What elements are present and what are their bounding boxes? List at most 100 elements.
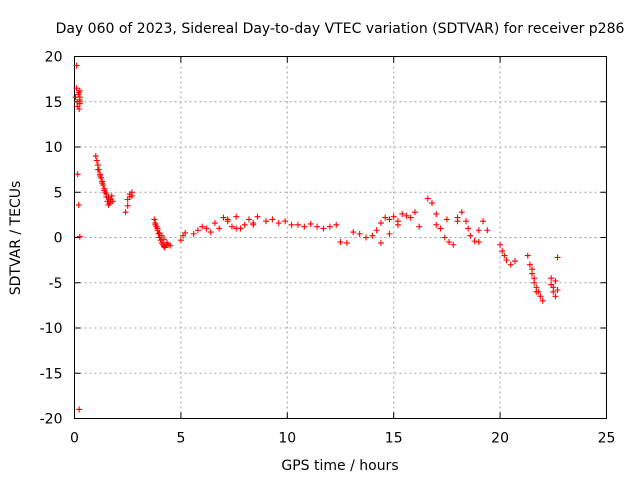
y-tick-label: -5 (49, 276, 63, 292)
data-point (377, 220, 384, 227)
data-point (548, 275, 555, 282)
data-point (437, 225, 444, 232)
data-point (377, 239, 384, 246)
data-point (122, 209, 129, 216)
data-point (497, 241, 504, 248)
data-point (128, 192, 135, 199)
data-point (76, 105, 83, 112)
data-point (337, 239, 344, 246)
data-point (282, 218, 289, 225)
data-point (390, 213, 397, 220)
data-point (250, 221, 257, 228)
data-point (503, 257, 510, 264)
data-point (167, 242, 174, 249)
data-point (108, 192, 115, 199)
data-point (157, 237, 164, 244)
data-point (433, 221, 440, 228)
data-point (233, 225, 240, 232)
data-point (124, 202, 131, 209)
data-point (539, 297, 546, 304)
data-point (424, 195, 431, 202)
x-tick-label: 20 (491, 431, 509, 447)
data-point (92, 153, 99, 160)
data-point (550, 288, 557, 295)
data-point (356, 230, 363, 237)
data-point (529, 266, 536, 273)
x-tick-label: 25 (598, 431, 616, 447)
data-point (475, 239, 482, 246)
data-point (190, 230, 197, 237)
data-point (524, 252, 531, 259)
data-point (537, 293, 544, 300)
data-point (307, 220, 314, 227)
data-point (480, 218, 487, 225)
data-point (394, 221, 401, 228)
data-point (320, 225, 327, 232)
data-point (403, 212, 410, 219)
data-point (75, 201, 82, 208)
data-point (158, 232, 165, 239)
data-point (275, 220, 282, 227)
data-point (454, 214, 461, 221)
data-point (211, 220, 218, 227)
y-tick-label: 15 (45, 95, 63, 111)
data-point (177, 237, 184, 244)
data-point (199, 223, 206, 230)
chart-title: Day 060 of 2023, Sidereal Day-to-day VTE… (56, 21, 625, 37)
data-point (499, 248, 506, 255)
data-point (224, 218, 231, 225)
data-point (511, 258, 518, 265)
data-point (151, 216, 158, 223)
data-point (103, 191, 110, 198)
data-point (552, 293, 559, 300)
data-point (294, 221, 301, 228)
data-point (245, 216, 252, 223)
data-point (207, 229, 214, 236)
data-point (382, 214, 389, 221)
data-point (99, 180, 106, 187)
data-point (386, 216, 393, 223)
data-point (73, 85, 80, 92)
data-point (233, 213, 240, 220)
data-point (443, 216, 450, 223)
y-tick-label: 0 (54, 231, 63, 247)
data-point (241, 221, 248, 228)
data-point (467, 232, 474, 239)
data-point (74, 171, 81, 178)
data-point (463, 218, 470, 225)
data-point (501, 252, 508, 259)
grid (74, 56, 607, 419)
data-point (73, 62, 80, 69)
data-point (399, 210, 406, 217)
data-point (411, 209, 418, 216)
data-point (194, 227, 201, 234)
data-point (548, 281, 555, 288)
x-tick-label: 0 (70, 431, 79, 447)
data-point (76, 233, 83, 240)
data-point (76, 96, 83, 103)
data-point (386, 230, 393, 237)
data-point (203, 225, 210, 232)
data-point (533, 288, 540, 295)
data-point (363, 234, 370, 241)
data-point (288, 221, 295, 228)
data-point (531, 275, 538, 282)
x-tick-labels: 0 5 10 15 20 25 (70, 431, 615, 447)
data-point (407, 214, 414, 221)
data-point (124, 196, 131, 203)
data-point (105, 194, 112, 201)
data-point (333, 221, 340, 228)
data-point (101, 187, 108, 194)
x-tick-label: 15 (385, 431, 403, 447)
y-tick-labels: -20 -15 -10 -5 0 5 10 15 20 (40, 50, 63, 428)
data-point (182, 229, 189, 236)
data-point (220, 214, 227, 221)
data-point (526, 261, 533, 268)
data-point (263, 218, 270, 225)
data-point (314, 223, 321, 230)
data-point (552, 277, 559, 284)
x-tick-label: 10 (278, 431, 296, 447)
data-point (107, 198, 114, 205)
data-point (507, 261, 514, 268)
data-point (373, 227, 380, 234)
